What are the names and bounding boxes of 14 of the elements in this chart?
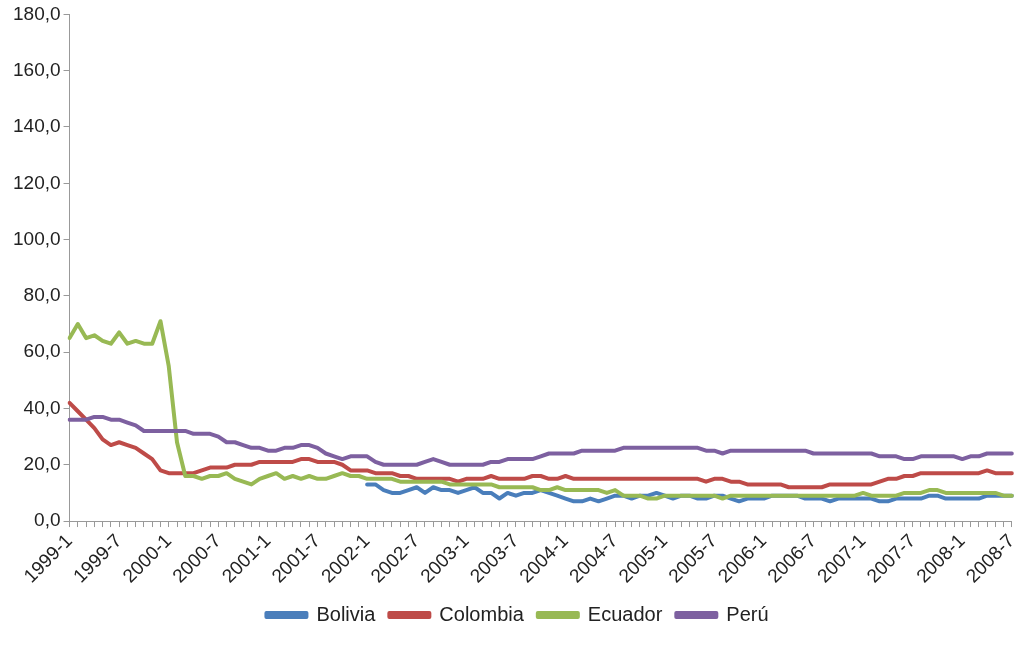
legend-label: Bolivia: [316, 602, 377, 625]
y-tick-label: 160,0: [13, 58, 61, 80]
y-tick-label: 120,0: [13, 171, 61, 193]
y-tick-label: 180,0: [13, 2, 61, 24]
y-tick-label: 0,0: [34, 509, 61, 531]
legend-label: Perú: [726, 602, 769, 625]
y-tick-label: 20,0: [23, 452, 61, 474]
legend-label: Ecuador: [587, 602, 663, 625]
y-tick-label: 140,0: [13, 115, 61, 137]
legend-label: Colombia: [439, 602, 525, 625]
y-tick-label: 80,0: [23, 284, 61, 306]
y-tick-label: 60,0: [23, 340, 61, 362]
y-tick-label: 100,0: [13, 227, 61, 249]
y-tick-label: 40,0: [23, 396, 61, 418]
